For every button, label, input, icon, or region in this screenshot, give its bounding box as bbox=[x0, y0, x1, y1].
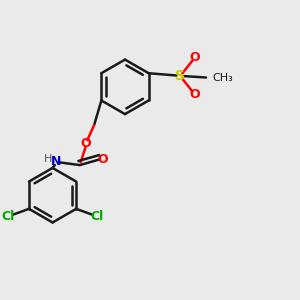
Text: CH₃: CH₃ bbox=[213, 73, 233, 82]
Text: O: O bbox=[189, 88, 200, 101]
Text: Cl: Cl bbox=[2, 209, 15, 223]
Text: S: S bbox=[175, 69, 185, 83]
Text: O: O bbox=[80, 137, 91, 150]
Text: O: O bbox=[189, 51, 200, 64]
Text: O: O bbox=[98, 153, 108, 166]
Text: H: H bbox=[44, 154, 52, 164]
Text: Cl: Cl bbox=[90, 209, 104, 223]
Text: N: N bbox=[50, 155, 61, 168]
